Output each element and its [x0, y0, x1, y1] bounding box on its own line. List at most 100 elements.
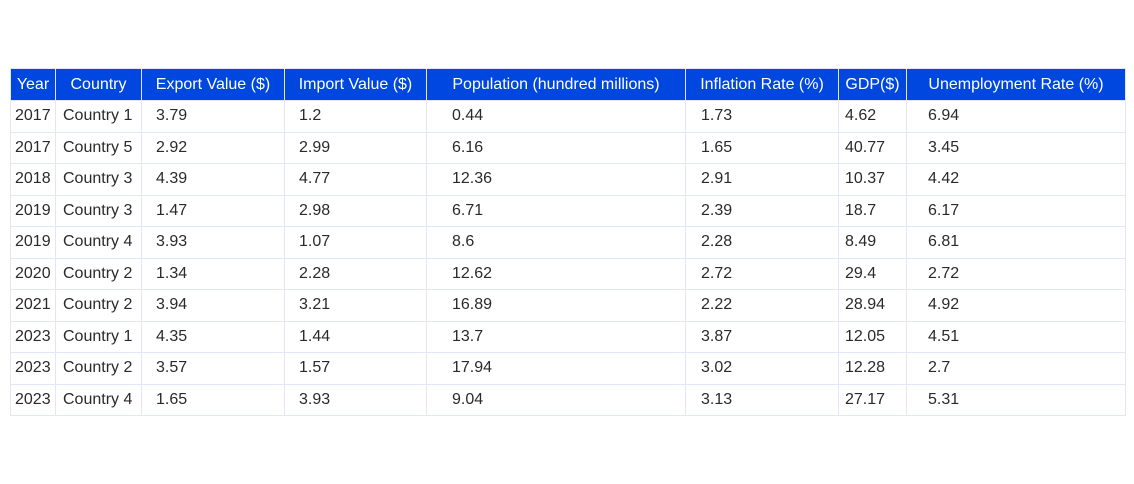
- cell-inflation-rate: 3.87: [685, 320, 839, 353]
- cell-population: 9.04: [426, 383, 686, 416]
- cell-unemployment-rate: 2.7: [906, 352, 1126, 385]
- cell-export-value: 4.35: [141, 320, 285, 353]
- header-row: Year Country Export Value ($) Import Val…: [10, 68, 1126, 101]
- cell-gdp: 29.4: [838, 257, 907, 290]
- cell-export-value: 3.93: [141, 226, 285, 259]
- cell-unemployment-rate: 2.72: [906, 257, 1126, 290]
- cell-gdp: 8.49: [838, 226, 907, 259]
- cell-import-value: 1.57: [284, 352, 427, 385]
- table-row: 2017 Country 5 2.92 2.99 6.16 1.65 40.77 3.45: [10, 131, 1126, 164]
- cell-unemployment-rate: 5.31: [906, 383, 1126, 416]
- cell-population: 12.62: [426, 257, 686, 290]
- column-header-inflation-rate: Inflation Rate (%): [685, 68, 839, 101]
- cell-year: 2019: [10, 226, 56, 259]
- column-header-year: Year: [10, 68, 56, 101]
- cell-country: Country 1: [55, 100, 142, 133]
- cell-year: 2017: [10, 131, 56, 164]
- cell-gdp: 12.28: [838, 352, 907, 385]
- cell-unemployment-rate: 4.92: [906, 289, 1126, 322]
- cell-gdp: 4.62: [838, 100, 907, 133]
- table-row: 2023 Country 1 4.35 1.44 13.7 3.87 12.05 4.51: [10, 320, 1126, 353]
- cell-population: 16.89: [426, 289, 686, 322]
- table-row: 2020 Country 2 1.34 2.28 12.62 2.72 29.4 2.72: [10, 257, 1126, 290]
- cell-country: Country 4: [55, 383, 142, 416]
- cell-import-value: 4.77: [284, 163, 427, 196]
- cell-export-value: 3.79: [141, 100, 285, 133]
- cell-import-value: 1.2: [284, 100, 427, 133]
- cell-inflation-rate: 3.02: [685, 352, 839, 385]
- table-row: 2017 Country 1 3.79 1.2 0.44 1.73 4.62 6.94: [10, 100, 1126, 133]
- cell-export-value: 1.65: [141, 383, 285, 416]
- cell-inflation-rate: 3.13: [685, 383, 839, 416]
- cell-year: 2019: [10, 194, 56, 227]
- column-header-import-value: Import Value ($): [284, 68, 427, 101]
- cell-country: Country 3: [55, 163, 142, 196]
- cell-country: Country 2: [55, 257, 142, 290]
- cell-import-value: 1.44: [284, 320, 427, 353]
- cell-import-value: 2.28: [284, 257, 427, 290]
- cell-gdp: 28.94: [838, 289, 907, 322]
- cell-population: 0.44: [426, 100, 686, 133]
- cell-year: 2020: [10, 257, 56, 290]
- column-header-export-value: Export Value ($): [141, 68, 285, 101]
- cell-inflation-rate: 2.39: [685, 194, 839, 227]
- cell-export-value: 2.92: [141, 131, 285, 164]
- cell-country: Country 5: [55, 131, 142, 164]
- cell-unemployment-rate: 6.17: [906, 194, 1126, 227]
- cell-population: 12.36: [426, 163, 686, 196]
- cell-population: 17.94: [426, 352, 686, 385]
- cell-population: 13.7: [426, 320, 686, 353]
- cell-inflation-rate: 2.91: [685, 163, 839, 196]
- cell-population: 6.71: [426, 194, 686, 227]
- cell-country: Country 3: [55, 194, 142, 227]
- column-header-population: Population (hundred millions): [426, 68, 686, 101]
- column-header-gdp: GDP($): [838, 68, 907, 101]
- data-table: Year Country Export Value ($) Import Val…: [10, 68, 1126, 416]
- cell-gdp: 12.05: [838, 320, 907, 353]
- cell-import-value: 3.21: [284, 289, 427, 322]
- cell-gdp: 40.77: [838, 131, 907, 164]
- cell-year: 2023: [10, 352, 56, 385]
- cell-year: 2021: [10, 289, 56, 322]
- cell-year: 2018: [10, 163, 56, 196]
- cell-export-value: 3.94: [141, 289, 285, 322]
- cell-year: 2017: [10, 100, 56, 133]
- cell-unemployment-rate: 3.45: [906, 131, 1126, 164]
- cell-population: 6.16: [426, 131, 686, 164]
- cell-population: 8.6: [426, 226, 686, 259]
- cell-export-value: 4.39: [141, 163, 285, 196]
- table-row: 2019 Country 3 1.47 2.98 6.71 2.39 18.7 6.17: [10, 194, 1126, 227]
- cell-country: Country 4: [55, 226, 142, 259]
- cell-export-value: 1.34: [141, 257, 285, 290]
- table-row: 2023 Country 2 3.57 1.57 17.94 3.02 12.28 2.7: [10, 352, 1126, 385]
- cell-year: 2023: [10, 320, 56, 353]
- cell-export-value: 3.57: [141, 352, 285, 385]
- cell-unemployment-rate: 4.51: [906, 320, 1126, 353]
- column-header-country: Country: [55, 68, 142, 101]
- cell-inflation-rate: 1.73: [685, 100, 839, 133]
- cell-country: Country 1: [55, 320, 142, 353]
- column-header-unemployment-rate: Unemployment Rate (%): [906, 68, 1126, 101]
- cell-unemployment-rate: 4.42: [906, 163, 1126, 196]
- table-row: 2018 Country 3 4.39 4.77 12.36 2.91 10.37 4.42: [10, 163, 1126, 196]
- cell-country: Country 2: [55, 289, 142, 322]
- cell-import-value: 2.99: [284, 131, 427, 164]
- table-body: 2017 Country 1 3.79 1.2 0.44 1.73 4.62 6.94 2017…: [10, 100, 1126, 416]
- cell-unemployment-rate: 6.81: [906, 226, 1126, 259]
- cell-year: 2023: [10, 383, 56, 416]
- cell-country: Country 2: [55, 352, 142, 385]
- cell-export-value: 1.47: [141, 194, 285, 227]
- cell-import-value: 3.93: [284, 383, 427, 416]
- cell-import-value: 2.98: [284, 194, 427, 227]
- cell-inflation-rate: 2.22: [685, 289, 839, 322]
- cell-inflation-rate: 2.28: [685, 226, 839, 259]
- cell-gdp: 10.37: [838, 163, 907, 196]
- cell-import-value: 1.07: [284, 226, 427, 259]
- cell-gdp: 27.17: [838, 383, 907, 416]
- cell-inflation-rate: 1.65: [685, 131, 839, 164]
- cell-unemployment-rate: 6.94: [906, 100, 1126, 133]
- table-row: 2021 Country 2 3.94 3.21 16.89 2.22 28.94 4.92: [10, 289, 1126, 322]
- table-row: 2019 Country 4 3.93 1.07 8.6 2.28 8.49 6.81: [10, 226, 1126, 259]
- cell-gdp: 18.7: [838, 194, 907, 227]
- table-row: 2023 Country 4 1.65 3.93 9.04 3.13 27.17 5.31: [10, 383, 1126, 416]
